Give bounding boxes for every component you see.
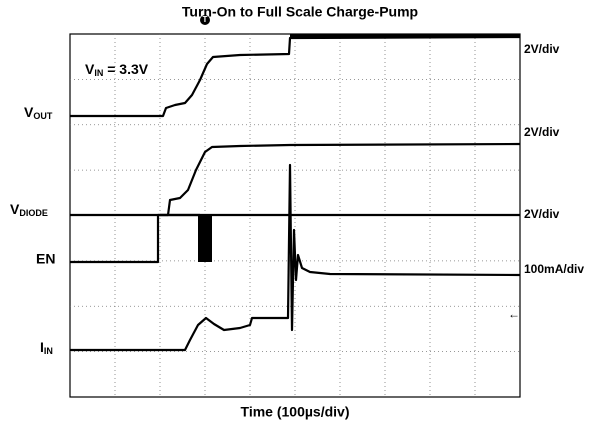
scale-label: 2V/div [524,125,560,139]
vout-trace [70,35,521,118]
vout-top-band [290,34,520,38]
channel-label: VOUT [24,104,53,122]
vin-annotation: VIN = 3.3V [85,61,149,79]
title: Turn-On to Full Scale Charge-Pump [182,4,418,20]
ch2-trace [160,142,521,217]
channel-label: EN [36,251,55,267]
trigger-marker: T [203,15,208,24]
en-burst [198,215,212,262]
trigger-marker-bg [200,15,210,25]
channel-label: IIN [40,339,53,357]
iin-trace [70,163,521,352]
x-axis-label: Time (100µs/div) [241,404,350,420]
scale-label: 2V/div [524,42,560,56]
channel-label: VDIODE [10,201,48,219]
scale-label: 100mA/div [524,262,584,276]
en-trace [70,213,200,264]
scale-label: 2V/div [524,207,560,221]
ref-arrow: ← [508,307,520,321]
